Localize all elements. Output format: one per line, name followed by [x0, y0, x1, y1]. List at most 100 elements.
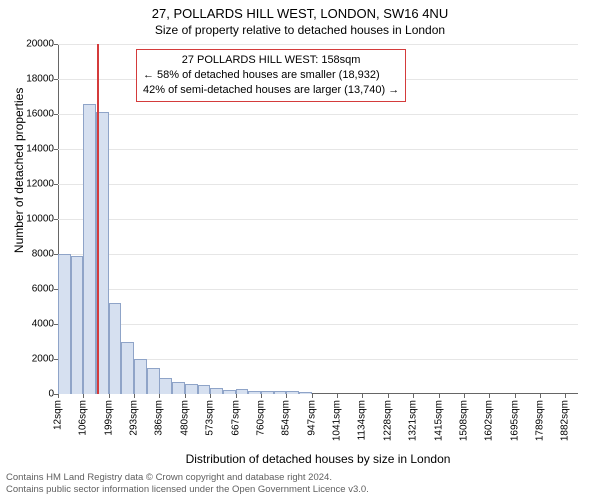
histogram-bar [299, 392, 312, 394]
histogram-bar [236, 389, 249, 394]
footer-line-2: Contains public sector information licen… [6, 484, 369, 496]
annotation-line: 27 POLLARDS HILL WEST: 158sqm [143, 53, 399, 68]
x-tick [464, 394, 465, 398]
chart-container: 27, POLLARDS HILL WEST, LONDON, SW16 4NU… [0, 0, 600, 500]
x-tick [159, 394, 160, 398]
histogram-bar [83, 104, 96, 395]
x-tick-label: 667sqm [230, 400, 241, 436]
x-tick-label: 480sqm [179, 400, 190, 436]
gridline [58, 149, 578, 150]
x-tick-label: 947sqm [306, 400, 317, 436]
x-tick [439, 394, 440, 398]
y-tick-label: 20000 [26, 39, 54, 50]
plot-area: 0200040006000800010000120001400016000180… [58, 44, 578, 394]
x-tick-label: 760sqm [255, 400, 266, 436]
gridline [58, 254, 578, 255]
x-tick [210, 394, 211, 398]
footer-line-1: Contains HM Land Registry data © Crown c… [6, 472, 369, 484]
footer-attribution: Contains HM Land Registry data © Crown c… [6, 472, 369, 496]
y-tick-label: 16000 [26, 109, 54, 120]
histogram-bar [147, 368, 160, 394]
x-tick-label: 573sqm [205, 400, 216, 436]
x-tick [388, 394, 389, 398]
x-tick-label: 1882sqm [560, 400, 571, 441]
annotation-box: 27 POLLARDS HILL WEST: 158sqm← 58% of de… [136, 49, 406, 102]
x-tick-label: 12sqm [53, 400, 64, 430]
x-tick [261, 394, 262, 398]
histogram-bar [71, 256, 84, 394]
chart-title: 27, POLLARDS HILL WEST, LONDON, SW16 4NU [0, 0, 600, 21]
x-tick [489, 394, 490, 398]
x-tick-label: 199sqm [103, 400, 114, 436]
x-axis-title: Distribution of detached houses by size … [58, 452, 578, 466]
y-tick [54, 79, 58, 80]
histogram-bar [172, 382, 185, 394]
y-tick-label: 12000 [26, 179, 54, 190]
y-tick-label: 10000 [26, 214, 54, 225]
histogram-bar [134, 359, 147, 394]
y-tick-label: 0 [48, 389, 54, 400]
y-tick-label: 18000 [26, 74, 54, 85]
x-tick [286, 394, 287, 398]
gridline [58, 219, 578, 220]
x-tick-label: 386sqm [154, 400, 165, 436]
x-tick [515, 394, 516, 398]
histogram-bar [210, 388, 223, 394]
y-tick [54, 184, 58, 185]
y-tick [54, 149, 58, 150]
annotation-line: 42% of semi-detached houses are larger (… [143, 83, 399, 98]
gridline [58, 114, 578, 115]
y-tick [54, 44, 58, 45]
gridline [58, 44, 578, 45]
x-tick-label: 293sqm [129, 400, 140, 436]
y-tick [54, 219, 58, 220]
chart-subtitle: Size of property relative to detached ho… [0, 21, 600, 41]
y-tick [54, 114, 58, 115]
x-tick [312, 394, 313, 398]
x-tick-label: 1415sqm [433, 400, 444, 441]
x-tick [236, 394, 237, 398]
y-axis-title: Number of detached properties [12, 88, 26, 253]
x-tick [185, 394, 186, 398]
x-tick [540, 394, 541, 398]
histogram-bar [58, 254, 71, 394]
x-tick [58, 394, 59, 398]
x-tick [109, 394, 110, 398]
property-marker-line [97, 44, 99, 394]
histogram-bar [121, 342, 134, 395]
x-tick-label: 1134sqm [357, 400, 368, 440]
x-tick [134, 394, 135, 398]
x-tick [362, 394, 363, 398]
histogram-bar [223, 390, 236, 394]
x-tick-label: 106sqm [78, 400, 89, 436]
histogram-bar [261, 391, 274, 394]
histogram-bar [248, 391, 261, 395]
y-tick-label: 14000 [26, 144, 54, 155]
x-tick [337, 394, 338, 398]
y-tick-label: 2000 [32, 354, 54, 365]
histogram-bar [274, 391, 287, 395]
histogram-bar [286, 391, 299, 394]
x-tick-label: 1041sqm [332, 400, 343, 441]
gridline [58, 289, 578, 290]
y-tick-label: 6000 [32, 284, 54, 295]
gridline [58, 324, 578, 325]
x-tick-label: 1321sqm [408, 400, 419, 441]
histogram-bar [185, 384, 198, 395]
x-tick-label: 1228sqm [382, 400, 393, 441]
histogram-bar [109, 303, 122, 394]
y-tick-label: 4000 [32, 319, 54, 330]
x-tick-label: 1602sqm [484, 400, 495, 441]
x-tick-label: 1508sqm [458, 400, 469, 441]
x-tick [565, 394, 566, 398]
gridline [58, 184, 578, 185]
histogram-bar [198, 385, 211, 394]
y-tick-label: 8000 [32, 249, 54, 260]
x-tick-label: 1789sqm [535, 400, 546, 441]
histogram-bar [159, 378, 172, 394]
x-tick-label: 854sqm [281, 400, 292, 436]
x-tick [413, 394, 414, 398]
x-tick-label: 1695sqm [509, 400, 520, 441]
annotation-line: ← 58% of detached houses are smaller (18… [143, 68, 399, 83]
x-tick [83, 394, 84, 398]
